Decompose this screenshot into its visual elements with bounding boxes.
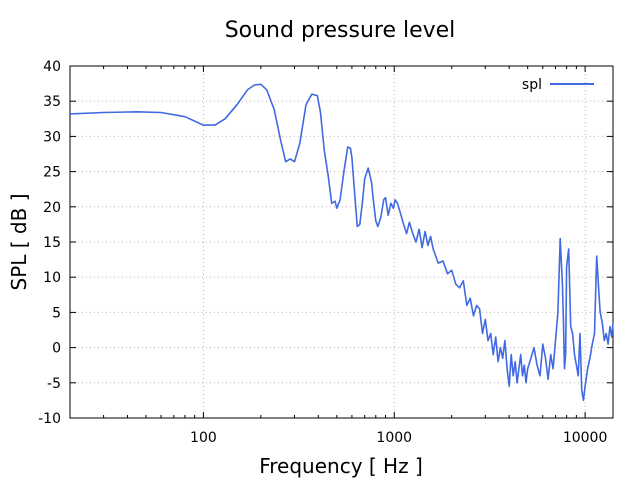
y-tick-label: 30	[43, 129, 61, 145]
x-tick-label: 1000	[376, 430, 412, 446]
y-tick-label: 10	[43, 270, 61, 286]
grid	[70, 66, 613, 418]
axis-ticks	[69, 65, 613, 419]
y-tick-label: -5	[47, 376, 61, 392]
plot-frame	[69, 65, 614, 419]
legend-label-spl: spl	[522, 77, 542, 93]
y-tick-label: 25	[43, 165, 61, 181]
y-tick-label: -10	[38, 411, 61, 427]
chart-title: Sound pressure level	[225, 18, 456, 43]
legend: spl	[522, 77, 594, 93]
y-tick-label: 40	[43, 59, 61, 75]
x-axis-label: Frequency [ Hz ]	[259, 454, 423, 478]
y-tick-label: 20	[43, 200, 61, 216]
y-axis-label: SPL [ dB ]	[7, 194, 31, 291]
x-tick-labels: 100 1000 10000	[190, 430, 607, 446]
series-line-spl	[69, 83, 614, 402]
y-tick-label: 35	[43, 94, 61, 110]
y-tick-label: 15	[43, 235, 61, 251]
x-tick-label: 100	[190, 430, 217, 446]
y-tick-label: 0	[52, 341, 61, 357]
x-tick-label: 10000	[563, 430, 608, 446]
y-tick-labels: -10 -5 0 5 10 15 20 25 30 35 40	[38, 59, 61, 427]
y-tick-label: 5	[52, 305, 61, 321]
